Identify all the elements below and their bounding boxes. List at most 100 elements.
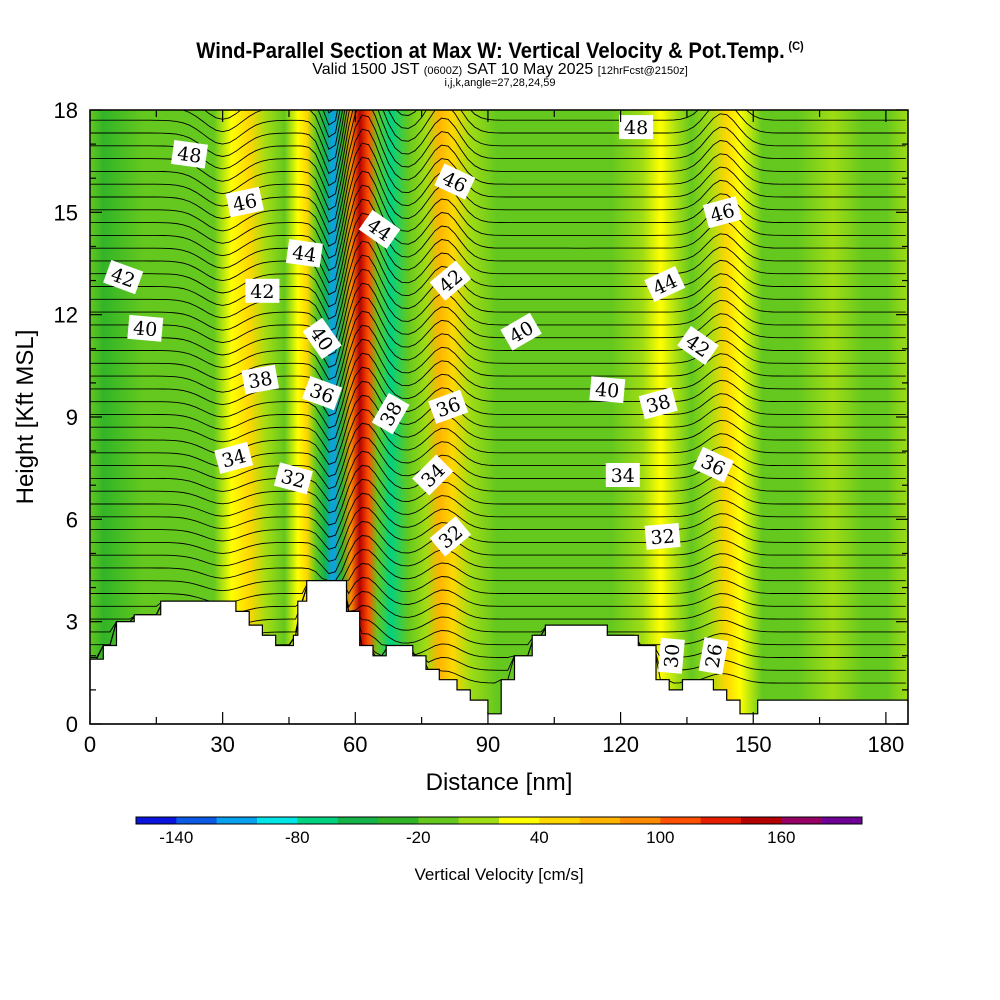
theta-contour-line: [90, 450, 906, 514]
colorbar-swatch: [660, 817, 701, 824]
colorbar-tick-label: -20: [406, 828, 431, 847]
x-axis-label: Distance [nm]: [426, 769, 573, 796]
theta-contour-line: [90, 142, 906, 247]
theta-label-box: [103, 260, 144, 295]
theta-label-box: [371, 392, 410, 435]
theta-contour-line: [90, 282, 906, 368]
theta-contour-line: [90, 110, 906, 175]
theta-label: 44: [358, 209, 401, 249]
theta-contour-line: [90, 170, 906, 272]
valid-zulu: (0600Z): [423, 65, 463, 77]
theta-label: 48: [170, 140, 209, 169]
theta-label-text: 48: [624, 117, 648, 139]
theta-contour-line: [90, 436, 906, 502]
theta-label-box: [214, 441, 254, 474]
theta-contour-line: [90, 198, 906, 296]
theta-contour-line: [90, 226, 906, 320]
colorbar-swatch: [216, 817, 258, 824]
theta-contour-line: [90, 240, 906, 332]
x-tick-label: 150: [735, 732, 772, 757]
grid-indices: i,j,k,angle=27,28,24,59: [444, 77, 556, 89]
copyright-mark: (C): [788, 38, 804, 53]
theta-contour-line: [90, 110, 906, 199]
theta-label-box: [638, 387, 678, 420]
theta-contour-line: [90, 128, 906, 235]
colorbar-tick-label: 100: [646, 828, 674, 847]
colorbar-swatch: [297, 817, 338, 824]
theta-contour-line: [90, 268, 906, 356]
theta-label-box: [644, 522, 681, 550]
colorbar-swatch: [458, 817, 500, 824]
valid-date: SAT 10 May 2025: [466, 61, 594, 78]
theta-contour-line: [90, 110, 906, 187]
colorbar-swatch: [741, 817, 782, 824]
colorbar-tick-label: -80: [285, 828, 310, 847]
y-tick-label: 12: [54, 303, 78, 328]
theta-label-text: 32: [650, 525, 676, 549]
colorbar-swatch: [539, 817, 580, 824]
x-tick-label: 60: [343, 732, 367, 757]
colorbar-swatch: [781, 817, 822, 824]
theta-label-box: [428, 389, 469, 424]
theta-label: 40: [589, 376, 626, 404]
theta-contour-line: [90, 380, 906, 453]
colorbar-swatch: [418, 817, 459, 824]
theta-label-text: 44: [291, 242, 318, 267]
x-tick-label: 180: [868, 732, 905, 757]
colorbar-swatch: [579, 817, 621, 824]
theta-label: 40: [127, 314, 164, 342]
theta-contour-line: [90, 549, 906, 592]
theta-label: 38: [638, 387, 678, 420]
theta-label-text: 26: [701, 642, 727, 670]
theta-label-box: [500, 312, 542, 351]
theta-label: 46: [702, 196, 742, 229]
theta-label: 32: [273, 462, 313, 495]
theta-label-text: 46: [231, 190, 259, 217]
theta-contour-line: [90, 212, 906, 308]
theta-label-box: [245, 278, 280, 303]
theta-label-box: [619, 115, 654, 140]
theta-label: 42: [103, 260, 144, 295]
theta-label-text: 40: [132, 317, 158, 341]
y-tick-label: 0: [66, 712, 78, 737]
theta-contour-line: [180, 110, 343, 150]
theta-contour-line: [90, 535, 906, 582]
x-tick-label: 0: [84, 732, 96, 757]
theta-contour-line: [90, 366, 906, 441]
y-tick-label: 18: [54, 98, 78, 123]
theta-label-box: [302, 317, 342, 360]
colorbar-tick-label: -140: [159, 828, 193, 847]
theta-label-box: [429, 516, 472, 557]
colorbar-swatch: [136, 817, 177, 824]
terrain-profile: [89, 580, 909, 725]
colorbar-tick-label: 160: [767, 828, 795, 847]
forecast-info: [12hrFcst@2150z]: [597, 65, 688, 77]
theta-label: 26: [698, 636, 729, 675]
colorbar-swatch: [176, 817, 217, 824]
theta-label-box: [589, 376, 626, 404]
colorbar-swatch: [700, 817, 742, 824]
y-tick-label: 3: [66, 610, 78, 635]
theta-label-box: [170, 140, 209, 169]
theta-label-text: 30: [660, 643, 684, 669]
theta-label-box: [429, 260, 472, 301]
theta-contours: [90, 110, 906, 684]
theta-contour-line: [90, 507, 906, 562]
theta-label: 36: [302, 376, 343, 411]
theta-label: 32: [644, 522, 681, 550]
theta-label-box: [702, 196, 742, 229]
theta-contour-line: [90, 310, 906, 393]
theta-contour-line: [90, 352, 906, 429]
theta-label-text: 48: [176, 143, 203, 168]
theta-label-box: [434, 163, 476, 200]
theta-contour-line: [90, 110, 906, 162]
chart-title-text: Wind-Parallel Section at Max W: Vertical…: [196, 38, 785, 63]
theta-contour-line: [203, 110, 341, 138]
theta-label-box: [692, 446, 734, 483]
theta-label-box: [605, 463, 640, 487]
theta-label: 44: [285, 239, 323, 268]
theta-contour-line: [90, 478, 906, 538]
theta-label-box: [225, 186, 264, 218]
theta-label: 38: [241, 364, 280, 395]
